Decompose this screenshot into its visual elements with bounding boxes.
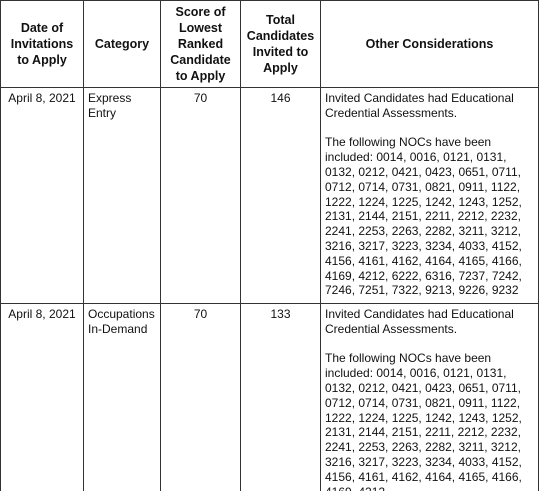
score-cell: 70 xyxy=(160,302,241,491)
table-row: April 8, 2021 Occupations In-Demand 70 1… xyxy=(0,302,539,491)
header-row: Date of Invitations to Apply Category Sc… xyxy=(0,0,539,88)
header-cell: Score of Lowest Ranked Candidate to Appl… xyxy=(160,0,241,88)
category-cell: Occupations In-Demand xyxy=(83,302,161,491)
header-cell: Total Candidates Invited to Apply xyxy=(240,0,321,88)
header-cell: Category xyxy=(83,0,161,88)
date-cell: April 8, 2021 xyxy=(0,302,84,491)
notes-cell: Invited Candidates had Educational Crede… xyxy=(320,302,539,491)
header-cell: Date of Invitations to Apply xyxy=(0,0,84,88)
note: The following NOCs have been included: 0… xyxy=(325,135,522,298)
score-cell: 70 xyxy=(160,87,241,304)
notes-cell: Invited Candidates had Educational Crede… xyxy=(320,87,539,304)
note: Invited Candidates had Educational Crede… xyxy=(325,91,514,120)
header-cell: Other Considerations xyxy=(320,0,539,88)
table-row: April 8, 2021 Express Entry 70 146 Invit… xyxy=(0,87,539,304)
note: Invited Candidates had Educational Crede… xyxy=(325,307,514,336)
total-cell: 133 xyxy=(240,302,321,491)
category-cell: Express Entry xyxy=(83,87,161,304)
date-cell: April 8, 2021 xyxy=(0,87,84,304)
note: The following NOCs have been included: 0… xyxy=(325,351,522,491)
total-cell: 146 xyxy=(240,87,321,304)
